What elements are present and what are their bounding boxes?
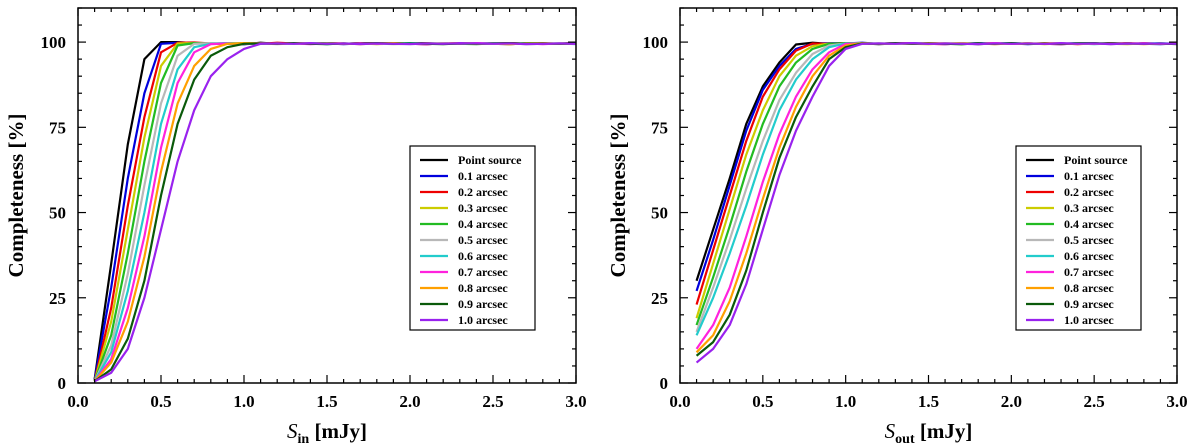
legend-label-0-4-arcsec: 0.4 arcsec	[458, 217, 508, 231]
x-tick-label: 2.0	[1001, 392, 1022, 411]
series-line-1-0-arcsec	[94, 42, 576, 383]
x-axis-symbol: S	[287, 419, 298, 443]
x-tick-label: 2.5	[482, 392, 503, 411]
legend-label-0-1-arcsec: 0.1 arcsec	[458, 169, 508, 183]
x-tick-label: 3.0	[565, 392, 586, 411]
x-axis-unit: [mJy]	[309, 419, 367, 443]
legend-label-0-9-arcsec: 0.9 arcsec	[458, 297, 508, 311]
x-axis-subscript: in	[298, 432, 310, 447]
y-tick-label: 75	[651, 118, 668, 137]
x-axis-symbol: S	[885, 419, 896, 443]
x-tick-label: 1.0	[233, 392, 254, 411]
legend-label-0-8-arcsec: 0.8 arcsec	[1064, 281, 1114, 295]
legend-label-0-2-arcsec: 0.2 arcsec	[1064, 185, 1114, 199]
legend: Point source 0.1 arcsec 0.2 arcsec 0.3 arcs…	[1015, 145, 1142, 331]
series-group	[93, 40, 576, 383]
legend-label-0-3-arcsec: 0.3 arcsec	[458, 201, 508, 215]
x-tick-label: 3.0	[1166, 392, 1187, 411]
y-tick-label: 50	[651, 204, 668, 223]
legend: Point source 0.1 arcsec 0.2 arcsec 0.3 arcs…	[409, 145, 536, 331]
legend-label-0-6-arcsec: 0.6 arcsec	[458, 249, 508, 263]
legend-label-0-9-arcsec: 0.9 arcsec	[1064, 297, 1114, 311]
legend-label-0-7-arcsec: 0.7 arcsec	[458, 265, 508, 279]
legend-label-0-8-arcsec: 0.8 arcsec	[458, 281, 508, 295]
legend-label-0-5-arcsec: 0.5 arcsec	[458, 233, 508, 247]
x-tick-label: 0.0	[669, 392, 690, 411]
legend-label-0-5-arcsec: 0.5 arcsec	[1064, 233, 1114, 247]
x-tick-label: 1.0	[835, 392, 856, 411]
x-axis-label: Sout [mJy]	[885, 419, 973, 447]
x-tick-label: 0.0	[67, 392, 88, 411]
legend-label-0-1-arcsec: 0.1 arcsec	[1064, 169, 1114, 183]
x-tick-label: 1.5	[316, 392, 337, 411]
y-tick-label: 50	[49, 204, 66, 223]
series-line-1-0-arcsec	[695, 42, 1177, 364]
x-axis-unit: [mJy]	[915, 419, 973, 443]
x-tick-label: 2.5	[1084, 392, 1105, 411]
y-tick-label: 25	[49, 289, 66, 308]
legend-label-1-0-arcsec: 1.0 arcsec	[458, 313, 508, 327]
y-tick-label: 100	[41, 33, 67, 52]
x-tick-label: 0.5	[150, 392, 171, 411]
legend-label-0-7-arcsec: 0.7 arcsec	[1064, 265, 1114, 279]
legend-label-0-4-arcsec: 0.4 arcsec	[1064, 217, 1114, 231]
legend-label-point-source: Point source	[458, 153, 522, 167]
x-tick-label: 2.0	[399, 392, 420, 411]
y-tick-label: 0	[58, 374, 67, 393]
y-tick-label: 0	[660, 374, 669, 393]
x-tick-label: 0.5	[752, 392, 773, 411]
legend-label-0-3-arcsec: 0.3 arcsec	[1064, 201, 1114, 215]
y-tick-label: 100	[643, 33, 669, 52]
chart-panel-s-out: 0.0 0.5 1.0 1.5 2.0 2.5 3.0 0 25 50 75 100 Completen…	[606, 7, 1188, 447]
legend-label-0-6-arcsec: 0.6 arcsec	[1064, 249, 1114, 263]
x-axis-subscript: out	[895, 432, 915, 447]
x-tick-label: 1.5	[918, 392, 939, 411]
y-axis-label: Completeness [%]	[4, 114, 28, 278]
y-axis-label: Completeness [%]	[606, 114, 630, 278]
x-axis-label: Sin [mJy]	[287, 419, 367, 447]
legend-label-1-0-arcsec: 1.0 arcsec	[1064, 313, 1114, 327]
series-group	[695, 41, 1177, 364]
legend-label-point-source: Point source	[1064, 153, 1128, 167]
legend-label-0-2-arcsec: 0.2 arcsec	[458, 185, 508, 199]
y-tick-label: 75	[49, 118, 66, 137]
y-tick-label: 25	[651, 289, 668, 308]
chart-panel-s-in: 0.0 0.5 1.0 1.5 2.0 2.5 3.0 0 25 50 75 100 Completen…	[4, 7, 587, 447]
